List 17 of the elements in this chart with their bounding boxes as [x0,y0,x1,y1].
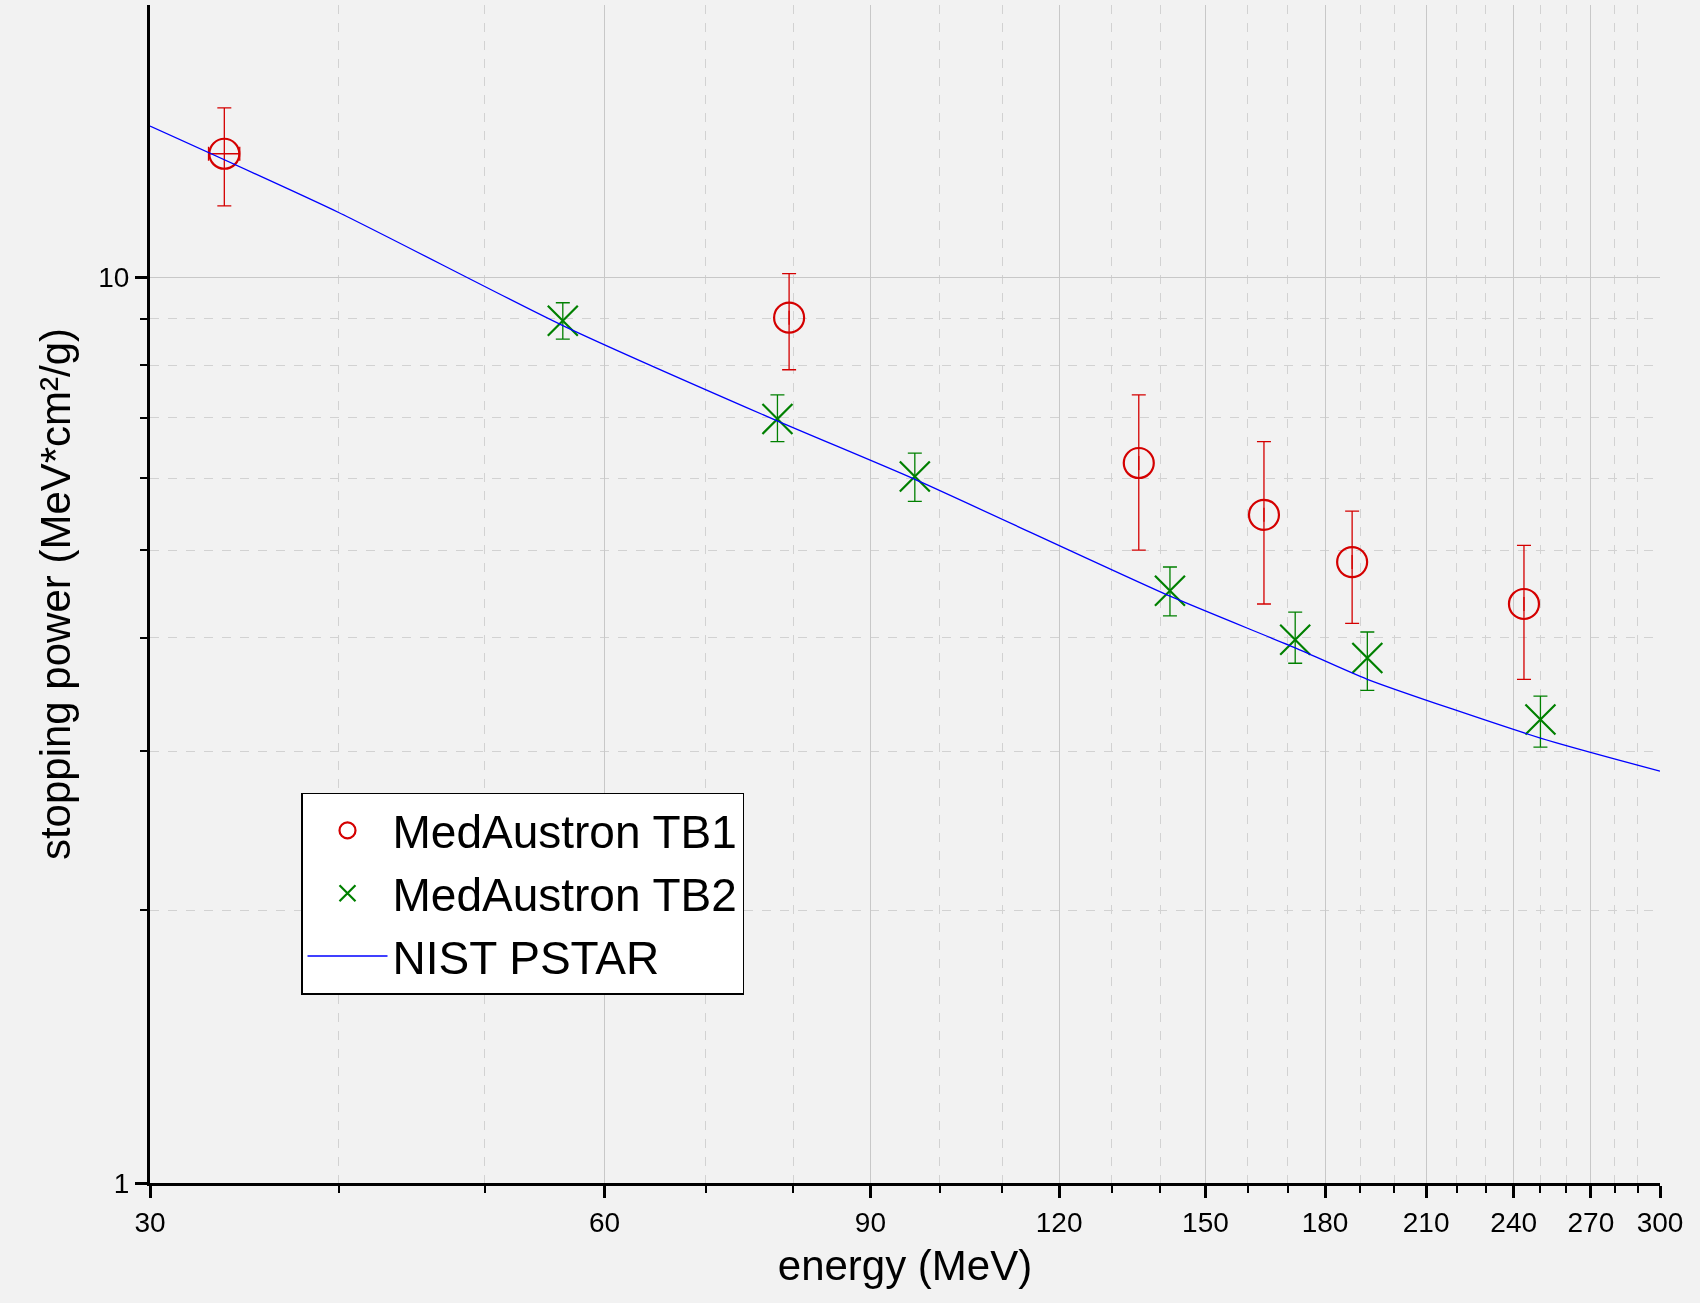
x-tick-label: 30 [134,1206,166,1238]
x-tick-label: 60 [588,1206,621,1238]
x-tick-label: 120 [1035,1206,1083,1238]
y-tick-label: 1 [113,1167,130,1199]
x-tick-label: 240 [1490,1206,1538,1238]
x-tick-label: 270 [1567,1206,1615,1238]
legend-label: MedAustron TB1 [392,806,737,859]
x-tick-label: 90 [854,1206,887,1238]
x-tick-label: 210 [1402,1206,1450,1238]
legend-label: MedAustron TB2 [392,869,737,922]
x-tick-label: 150 [1182,1206,1229,1238]
x-axis-title: energy (MeV) [777,1242,1033,1290]
legend-label: NIST PSTAR [392,931,660,984]
y-axis-title: stopping power (MeV*cm²/g) [32,327,80,861]
x-tick-label: 300 [1636,1206,1684,1238]
y-tick-label: 10 [98,262,130,294]
x-tick-label: 180 [1301,1206,1349,1238]
